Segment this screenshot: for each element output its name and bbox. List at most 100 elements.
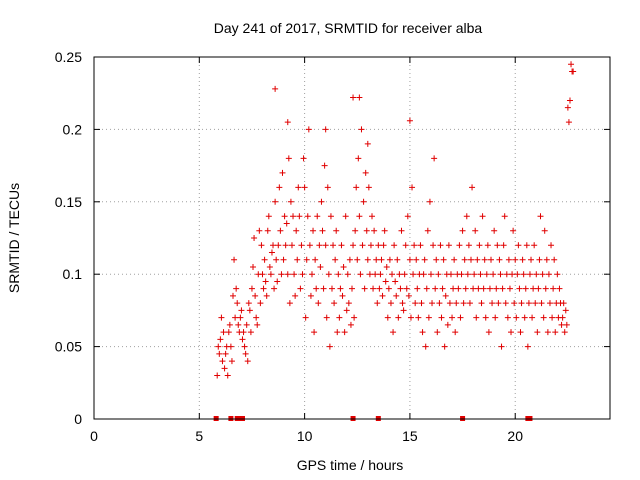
data-point: [250, 263, 257, 270]
data-point: [326, 343, 333, 350]
data-point: [492, 314, 499, 321]
data-point: [357, 271, 364, 278]
data-point: [461, 256, 468, 263]
data-point: [433, 256, 440, 263]
data-point: [514, 271, 521, 278]
data-point: [556, 285, 563, 292]
data-point: [322, 242, 329, 249]
data-point: [367, 242, 374, 249]
data-point: [280, 256, 287, 263]
data-point: [486, 285, 493, 292]
data-point: [268, 249, 275, 256]
data-point: [345, 300, 352, 307]
data-point: [227, 343, 234, 350]
data-point: [500, 242, 507, 249]
data-point: [482, 314, 489, 321]
data-point: [459, 227, 466, 234]
data-point: [424, 227, 431, 234]
data-point: [541, 227, 548, 234]
data-point: [529, 314, 536, 321]
data-points: [214, 61, 577, 379]
data-point: [392, 278, 399, 285]
data-point: [331, 300, 338, 307]
data-point: [563, 321, 570, 328]
data-point: [469, 184, 476, 191]
data-point: [502, 300, 509, 307]
data-point: [551, 256, 558, 263]
data-point: [465, 242, 472, 249]
data-point: [312, 256, 319, 263]
data-point: [565, 119, 572, 126]
data-point: [343, 307, 350, 314]
data-point: [354, 256, 361, 263]
data-point: [266, 263, 273, 270]
data-point: [275, 242, 282, 249]
data-point: [234, 300, 241, 307]
data-point: [342, 213, 349, 220]
data-point: [516, 285, 523, 292]
data-point: [376, 285, 383, 292]
data-point: [393, 292, 400, 299]
data-point: [369, 213, 376, 220]
data-point: [494, 242, 501, 249]
data-point: [294, 256, 301, 263]
x-tick-label: 0: [90, 428, 98, 444]
data-point: [570, 68, 577, 75]
y-tick-label: 0.2: [63, 121, 83, 137]
data-point: [222, 350, 229, 357]
data-point: [530, 285, 537, 292]
data-point: [243, 321, 250, 328]
data-point: [504, 314, 511, 321]
data-point: [522, 285, 529, 292]
data-point: [279, 169, 286, 176]
data-point: [475, 285, 482, 292]
data-point: [539, 271, 546, 278]
data-point: [220, 329, 227, 336]
data-point: [386, 256, 393, 263]
data-point: [321, 162, 328, 169]
data-point: [501, 213, 508, 220]
data-point: [498, 343, 505, 350]
data-point: [436, 300, 443, 307]
data-point: [409, 184, 416, 191]
data-point: [316, 242, 323, 249]
data-point: [327, 213, 334, 220]
data-point: [405, 292, 412, 299]
data-point: [297, 285, 304, 292]
data-point: [499, 285, 506, 292]
data-point: [245, 300, 252, 307]
data-point: [339, 292, 346, 299]
data-point: [558, 321, 565, 328]
data-point: [477, 271, 484, 278]
data-point: [377, 271, 384, 278]
data-point: [451, 256, 458, 263]
data-point: [374, 300, 381, 307]
data-point: [285, 155, 292, 162]
data-point: [474, 256, 481, 263]
data-point: [248, 285, 255, 292]
data-point: [437, 242, 444, 249]
data-point: [481, 256, 488, 263]
data-point: [344, 271, 351, 278]
data-point: [244, 358, 251, 365]
data-point: [267, 271, 274, 278]
data-point: [407, 314, 414, 321]
data-point: [340, 263, 347, 270]
data-point: [215, 343, 222, 350]
data-point: [288, 242, 295, 249]
data-point: [521, 314, 528, 321]
data-point: [544, 329, 551, 336]
data-point: [335, 271, 342, 278]
data-point: [511, 300, 518, 307]
x-tick-label: 15: [402, 428, 418, 444]
data-point: [520, 271, 527, 278]
data-point: [301, 184, 308, 191]
data-point: [540, 314, 547, 321]
data-point: [325, 271, 332, 278]
data-point: [318, 198, 325, 205]
data-point: [324, 184, 331, 191]
data-point: [349, 285, 355, 292]
data-point: [389, 271, 396, 278]
data-point: [532, 300, 539, 307]
data-point: [241, 343, 248, 350]
